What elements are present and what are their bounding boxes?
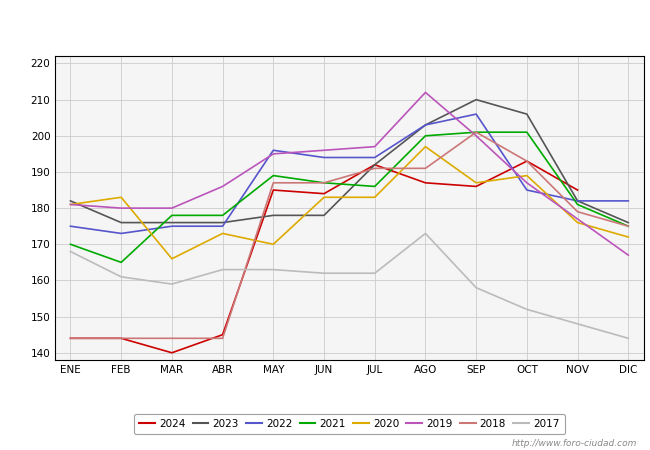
Legend: 2024, 2023, 2022, 2021, 2020, 2019, 2018, 2017: 2024, 2023, 2022, 2021, 2020, 2019, 2018… [134, 414, 565, 434]
Text: Afiliados en Corullón a 30/11/2024: Afiliados en Corullón a 30/11/2024 [182, 14, 468, 33]
Text: http://www.foro-ciudad.com: http://www.foro-ciudad.com [512, 439, 637, 448]
